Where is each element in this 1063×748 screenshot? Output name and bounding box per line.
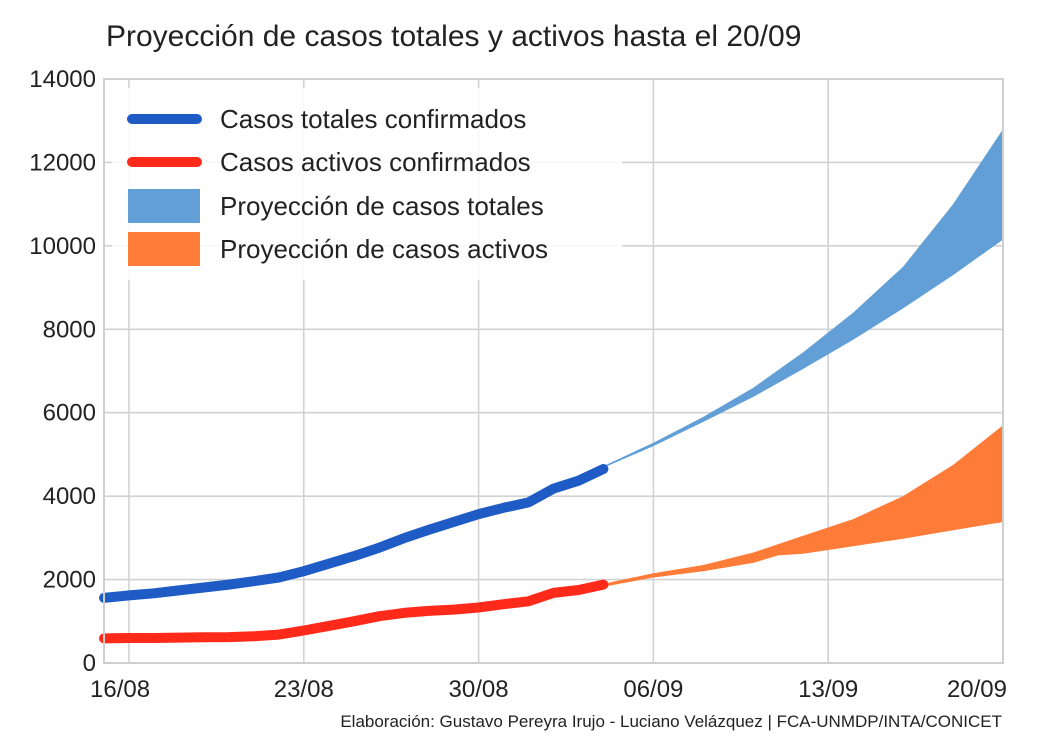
- credit-text: Elaboración: Gustavo Pereyra Irujo - Luc…: [340, 712, 1002, 731]
- y-tick-label: 4000: [43, 483, 96, 510]
- series-casos-totales-confirmados: [99, 464, 609, 603]
- legend-label-proyeccion-de-casos-activos: Proyección de casos activos: [220, 234, 548, 264]
- y-tick-label: 8000: [43, 316, 96, 343]
- y-tick-label: 6000: [43, 400, 96, 427]
- y-tick-label: 10000: [29, 233, 96, 260]
- plot-frame: [103, 78, 1004, 664]
- series-proyeccion-de-casos-activos: [603, 425, 1003, 587]
- x-tick-label: 06/09: [623, 676, 683, 703]
- legend-swatch-proyeccion-de-casos-activos: [128, 232, 200, 266]
- chart-title: Proyección de casos totales y activos ha…: [106, 20, 801, 53]
- x-axis: 16/08 23/08 30/08 06/09 13/09 20/09: [90, 676, 1007, 703]
- x-tick-label: 16/08: [90, 676, 150, 703]
- legend-label-casos-activos-confirmados: Casos activos confirmados: [220, 147, 531, 177]
- legend-label-casos-totales-confirmados: Casos totales confirmados: [220, 104, 526, 134]
- legend: Casos totales confirmados Casos activos c…: [112, 88, 622, 280]
- x-tick-label: 30/08: [449, 676, 509, 703]
- legend-swatch-proyeccion-de-casos-totales: [128, 189, 200, 223]
- x-tick-label: 20/09: [947, 676, 1007, 703]
- legend-label-proyeccion-de-casos-totales: Proyección de casos totales: [220, 191, 544, 221]
- y-tick-label: 14000: [29, 66, 96, 93]
- y-tick-label: 12000: [29, 149, 96, 176]
- series-casos-activos-confirmados: [99, 579, 609, 644]
- y-tick-label: 2000: [43, 567, 96, 594]
- plot-area: [99, 129, 1003, 644]
- x-tick-label: 13/09: [798, 676, 858, 703]
- y-axis: 0 2000 4000 6000 8000 10000 12000 14000: [29, 66, 96, 677]
- y-tick-label: 0: [83, 650, 96, 677]
- x-tick-label: 23/08: [274, 676, 334, 703]
